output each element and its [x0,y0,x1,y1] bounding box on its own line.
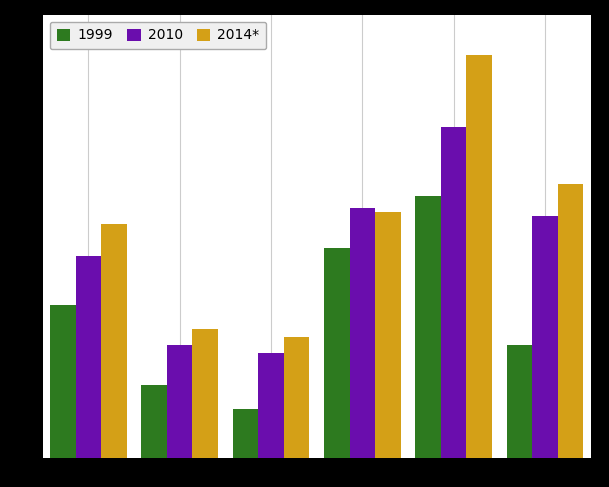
Bar [192,329,218,458]
Bar [507,345,532,458]
Bar [233,410,258,458]
Bar [558,184,583,458]
Bar [375,212,401,458]
Bar [441,128,466,458]
Bar [532,216,558,458]
Bar [76,256,101,458]
Bar [50,305,76,458]
Bar [350,208,375,458]
Legend: 1999, 2010, 2014*: 1999, 2010, 2014* [49,21,267,50]
Bar [141,385,167,458]
Bar [101,224,127,458]
Bar [466,55,492,458]
Bar [167,345,192,458]
Bar [324,248,350,458]
Bar [415,196,441,458]
Bar [258,353,284,458]
Bar [284,337,309,458]
